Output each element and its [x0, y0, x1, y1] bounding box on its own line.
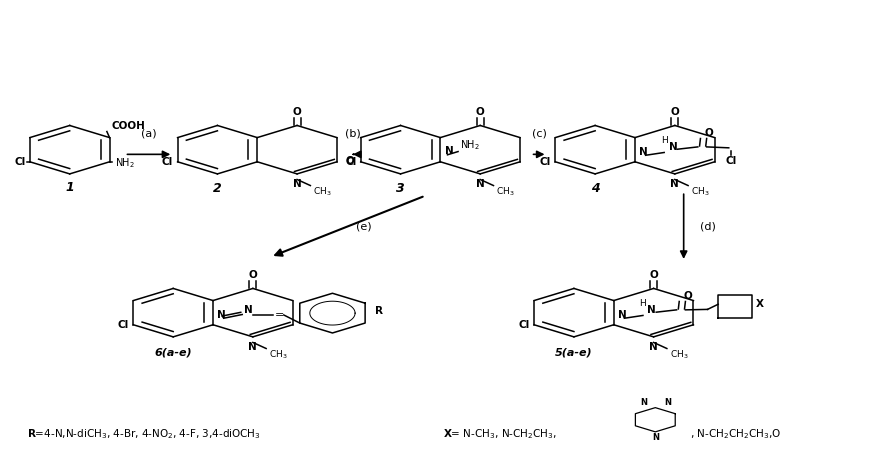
Text: 6(a-e): 6(a-e): [154, 347, 192, 357]
Text: CH$_3$: CH$_3$: [313, 185, 331, 198]
Text: O: O: [248, 270, 257, 280]
Text: N: N: [669, 142, 678, 152]
Text: Cl: Cl: [345, 157, 356, 167]
Text: CH$_3$: CH$_3$: [691, 185, 710, 198]
Text: O: O: [476, 107, 485, 117]
Text: 2: 2: [213, 182, 222, 195]
Text: Cl: Cl: [726, 156, 737, 166]
Text: $\mathbf{R}$=4-N,N-diCH$_3$, 4-Br, 4-NO$_2$, 4-F, 3,4-diOCH$_3$: $\mathbf{R}$=4-N,N-diCH$_3$, 4-Br, 4-NO$…: [27, 427, 261, 440]
Text: Cl: Cl: [162, 157, 173, 167]
Text: R: R: [375, 306, 383, 316]
Text: NH$_2$: NH$_2$: [115, 156, 135, 170]
Text: CH$_3$: CH$_3$: [496, 185, 515, 198]
Text: N: N: [244, 304, 253, 314]
Text: N: N: [292, 179, 301, 190]
Text: (c): (c): [532, 128, 547, 139]
Text: N: N: [217, 310, 226, 320]
Text: N: N: [652, 433, 659, 442]
Text: O: O: [705, 127, 713, 138]
Text: N: N: [618, 310, 627, 320]
Text: O: O: [671, 107, 680, 117]
Text: N: N: [640, 398, 647, 407]
Text: 4: 4: [591, 182, 600, 195]
Text: Cl: Cl: [118, 320, 129, 330]
Text: 3: 3: [396, 182, 405, 195]
Text: Cl: Cl: [540, 157, 551, 167]
Text: CH$_3$: CH$_3$: [670, 348, 688, 361]
Text: N: N: [649, 342, 658, 353]
Text: N: N: [248, 342, 257, 353]
Text: (b): (b): [346, 128, 361, 139]
Text: O: O: [684, 290, 692, 301]
Text: O: O: [649, 270, 658, 280]
Text: $\mathbf{X}$= N-CH$_3$, N-CH$_2$CH$_3$,: $\mathbf{X}$= N-CH$_3$, N-CH$_2$CH$_3$,: [443, 427, 557, 440]
Text: H: H: [640, 299, 646, 309]
Text: 1: 1: [66, 181, 74, 194]
Text: H: H: [661, 136, 667, 146]
Text: (d): (d): [700, 221, 716, 232]
Text: N: N: [445, 146, 454, 156]
Text: X: X: [756, 299, 765, 309]
Text: 5(a-e): 5(a-e): [556, 347, 593, 357]
Text: (a): (a): [141, 128, 157, 139]
Text: N: N: [648, 304, 657, 314]
Text: Cl: Cl: [518, 320, 530, 330]
Text: O: O: [346, 156, 354, 166]
Text: CH$_3$: CH$_3$: [268, 348, 287, 361]
Text: COOH: COOH: [112, 120, 145, 131]
Text: N: N: [640, 147, 649, 157]
Text: N: N: [671, 179, 680, 190]
Text: NH$_2$: NH$_2$: [460, 138, 479, 152]
Text: =: =: [275, 311, 284, 320]
Text: , N-CH$_2$CH$_2$CH$_3$,O: , N-CH$_2$CH$_2$CH$_3$,O: [690, 427, 781, 440]
Text: O: O: [292, 107, 301, 117]
Text: (e): (e): [355, 222, 371, 232]
Text: N: N: [664, 398, 671, 407]
Text: N: N: [476, 179, 485, 190]
Text: Cl: Cl: [14, 157, 26, 167]
